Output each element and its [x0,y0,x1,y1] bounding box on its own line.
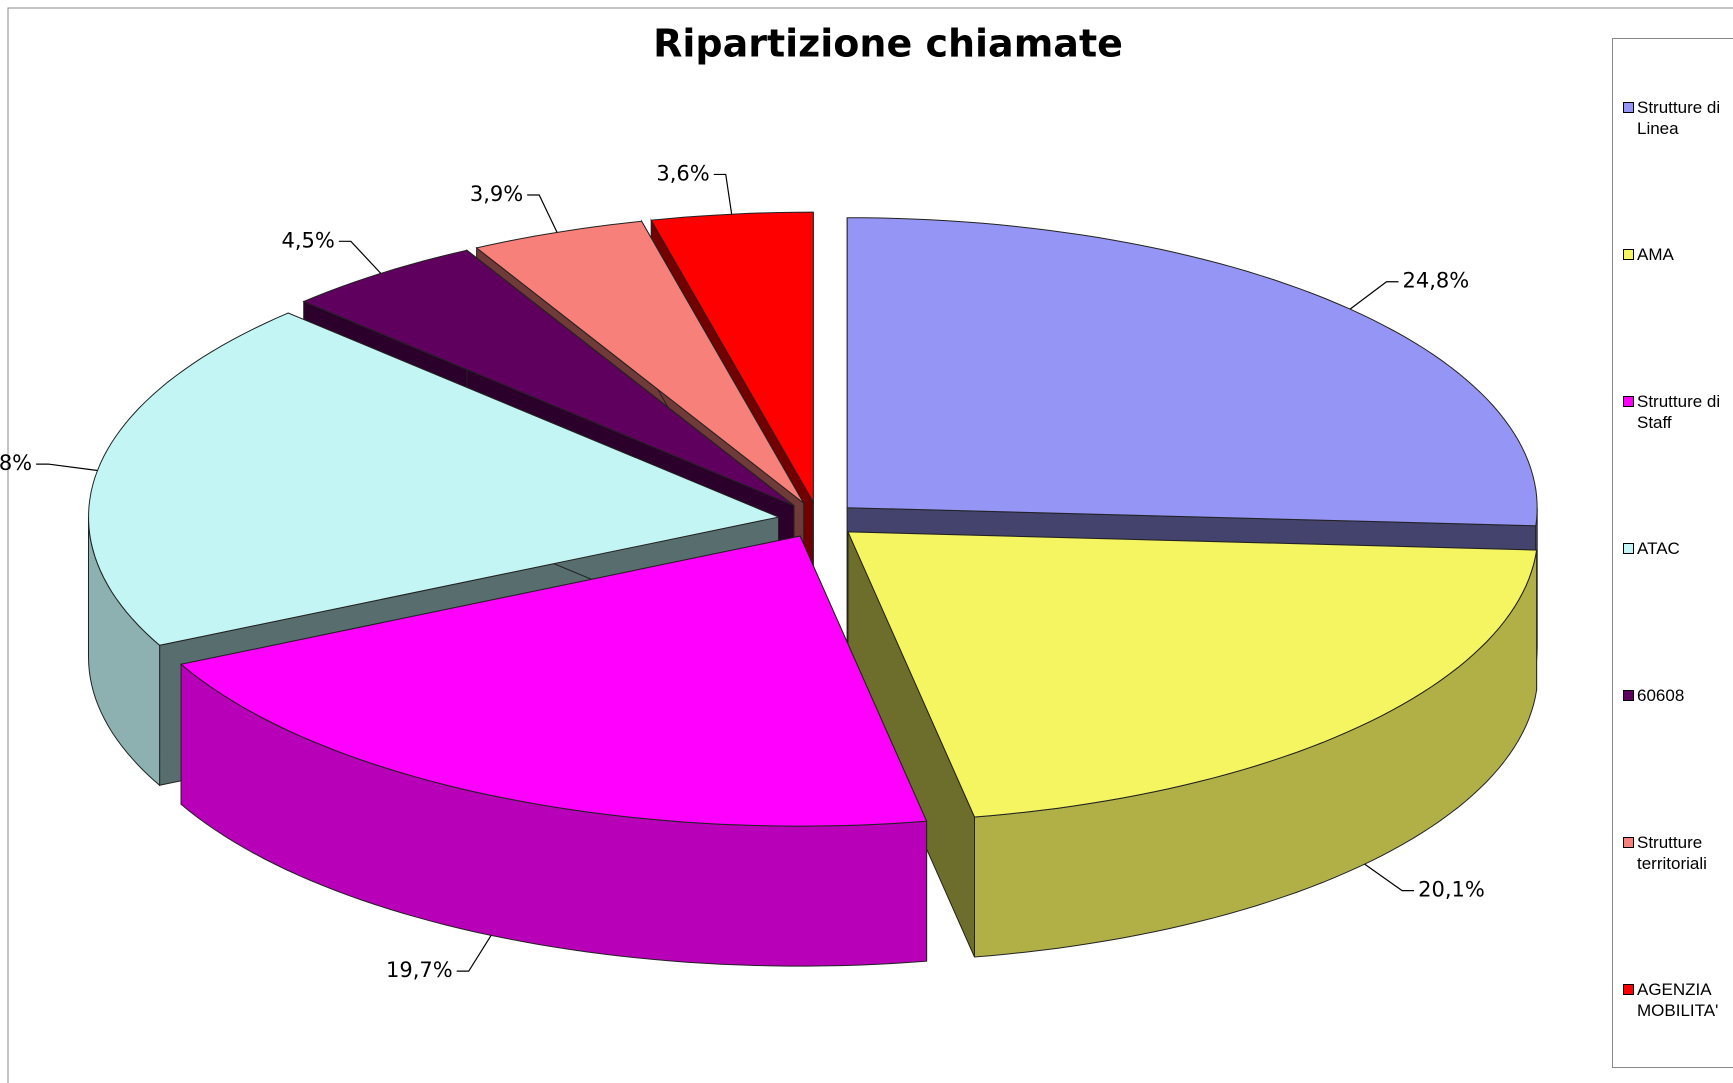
leader-line [36,463,98,472]
leader-line [456,935,492,972]
data-label: 3,9% [470,182,523,206]
data-label: 24,8% [1403,269,1470,293]
data-label: 18,8% [0,451,32,475]
leader-line [1349,281,1399,310]
legend-item: Strutture di Linea [1623,97,1733,139]
legend-label: AMA [1637,245,1674,264]
slice [302,249,795,507]
chart-title: Ripartizione chiamate [653,22,1123,66]
legend-label: Strutture di Linea [1637,98,1721,138]
leader-line [1364,863,1415,892]
slice [650,211,814,504]
legend-swatch [1623,984,1634,995]
data-label: 3,6% [656,161,709,185]
legend: Strutture di Linea AMA Strutture di Staff A… [1612,38,1733,1068]
legend-item: 60608 [1623,685,1733,706]
slice [475,220,805,504]
legend-label: AGENZIA MOBILITA' [1637,980,1719,1020]
slice [88,312,781,646]
legend-label: 60608 [1637,686,1685,705]
slice [847,531,1538,818]
legend-item: Strutture di Staff [1623,391,1733,433]
legend-label: Strutture di Staff [1637,392,1721,432]
legend-swatch [1623,249,1634,260]
legend-item: AGENZIA MOBILITA' [1623,979,1733,1021]
legend-swatch [1623,543,1634,554]
leader-line [713,173,733,215]
data-label: 4,5% [281,228,334,252]
data-label: 20,1% [1418,878,1485,902]
legend-swatch [1623,690,1634,701]
legend-swatch [1623,837,1634,848]
leader-line [338,240,382,274]
legend-item: AMA [1623,244,1733,265]
legend-item: ATAC [1623,538,1733,559]
legend-swatch [1623,396,1634,407]
legend-swatch [1623,102,1634,113]
slice [179,535,928,827]
legend-item: Strutture territoriali [1623,832,1733,874]
data-label: 19,7% [386,958,453,982]
leader-line [527,194,558,233]
legend-label: ATAC [1637,539,1680,558]
legend-label: Strutture territoriali [1637,833,1707,873]
